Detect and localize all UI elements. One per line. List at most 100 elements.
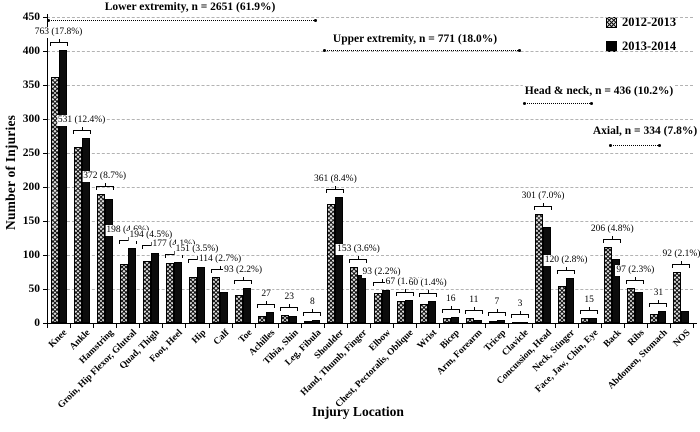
group-total-label-8: 93 (2.2%) xyxy=(223,265,264,276)
bar-2012-2013-12 xyxy=(327,204,336,323)
y-tick-label: 250 xyxy=(22,147,40,159)
y-tick-label: 450 xyxy=(22,11,40,23)
group-bracket-16 xyxy=(418,290,437,297)
bar-2013-2014-0 xyxy=(58,50,67,323)
bar-2013-2014-21 xyxy=(543,227,552,323)
group-total-label-12: 361 (8.4%) xyxy=(313,174,358,185)
group-total-label-26: 31 xyxy=(652,288,665,299)
y-axis-line xyxy=(47,14,48,324)
group-total-label-22: 120 (2.8%) xyxy=(543,255,589,266)
group-total-label-2: 372 (8.7%) xyxy=(82,171,128,182)
bar-2012-2013-20 xyxy=(511,322,520,324)
y-tick-mark xyxy=(43,51,47,52)
group-bracket-13 xyxy=(349,256,368,263)
bar-2013-2014-19 xyxy=(496,320,505,323)
bar-2013-2014-18 xyxy=(473,320,482,323)
x-category-label-24: Back xyxy=(601,328,624,350)
bar-2013-2014-3 xyxy=(127,248,136,323)
group-bracket-24 xyxy=(603,236,622,243)
x-tick-mark xyxy=(346,324,348,328)
bar-2012-2013-7 xyxy=(212,277,221,323)
bar-2013-2014-23 xyxy=(589,318,598,323)
bar-2013-2014-9 xyxy=(266,312,275,323)
region-label-1: Upper extremity, n = 771 (18.0%) xyxy=(330,33,500,46)
gridline-50 xyxy=(47,289,693,290)
x-tick-mark xyxy=(162,324,164,328)
bar-2012-2013-22 xyxy=(558,286,567,323)
group-bracket-17 xyxy=(441,306,460,313)
bar-2012-2013-27 xyxy=(673,272,682,323)
group-total-label-19: 7 xyxy=(493,297,501,308)
group-bracket-18 xyxy=(464,307,483,314)
x-tick-mark xyxy=(600,324,602,328)
y-tick-label: 0 xyxy=(34,317,40,329)
x-tick-mark xyxy=(139,324,141,328)
bar-2012-2013-2 xyxy=(96,194,105,323)
x-tick-mark xyxy=(254,324,256,328)
group-total-label-7: 114 (2.7%) xyxy=(197,254,243,265)
x-tick-mark xyxy=(669,324,671,328)
bar-2013-2014-27 xyxy=(681,311,690,323)
y-tick-mark xyxy=(43,255,47,256)
region-arrow-end-dot xyxy=(314,19,317,22)
gridline-250 xyxy=(47,153,693,154)
group-total-label-5: 177 (4.1%) xyxy=(151,239,197,250)
x-tick-mark xyxy=(231,324,233,328)
x-category-label-7: Calf xyxy=(211,328,232,348)
region-arrow-1 xyxy=(324,50,520,51)
bar-2013-2014-26 xyxy=(658,311,667,323)
bar-2012-2013-11 xyxy=(304,321,313,323)
group-total-label-20: 3 xyxy=(516,299,524,310)
bar-2012-2013-17 xyxy=(442,318,451,323)
y-tick-label: 200 xyxy=(22,181,40,193)
y-tick-label: 300 xyxy=(22,113,40,125)
x-tick-mark xyxy=(393,324,395,328)
bar-2012-2013-1 xyxy=(73,147,82,323)
bar-2013-2014-8 xyxy=(243,288,252,323)
y-tick-mark xyxy=(43,221,47,222)
group-total-label-1: 531 (12.4%) xyxy=(56,115,107,126)
x-tick-mark xyxy=(577,324,579,328)
group-bracket-22 xyxy=(557,267,576,274)
x-tick-mark xyxy=(623,324,625,328)
group-bracket-1 xyxy=(72,127,91,134)
region-arrow-end-dot xyxy=(518,49,521,52)
bar-2012-2013-26 xyxy=(650,314,659,323)
x-tick-mark xyxy=(462,324,464,328)
bar-2012-2013-19 xyxy=(488,321,497,323)
y-tick-mark xyxy=(43,289,47,290)
group-bracket-15 xyxy=(395,289,414,296)
bar-2013-2014-17 xyxy=(450,317,459,323)
group-total-label-25: 97 (2.3%) xyxy=(615,265,656,276)
group-total-label-21: 301 (7.0%) xyxy=(520,191,566,202)
hatched-swatch-icon xyxy=(606,17,617,28)
x-tick-mark xyxy=(300,324,302,328)
group-bracket-9 xyxy=(257,301,276,308)
bar-2012-2013-14 xyxy=(373,293,382,323)
group-bracket-26 xyxy=(649,300,668,307)
bar-2013-2014-6 xyxy=(196,267,205,323)
group-bracket-5 xyxy=(164,251,183,258)
x-tick-mark xyxy=(508,324,510,328)
region-label-2: Head & neck, n = 436 (10.2%) xyxy=(522,85,676,98)
x-category-label-27: NOS xyxy=(671,328,693,349)
bar-2012-2013-23 xyxy=(581,318,590,323)
group-bracket-25 xyxy=(626,277,645,284)
x-tick-mark xyxy=(646,324,648,328)
x-tick-mark xyxy=(531,324,533,328)
bar-2013-2014-11 xyxy=(312,320,321,323)
group-bracket-23 xyxy=(580,307,599,314)
x-axis-line xyxy=(47,323,697,324)
group-total-label-6: 151 (3.5%) xyxy=(174,244,220,255)
bar-2012-2013-3 xyxy=(119,264,128,323)
y-tick-label: 400 xyxy=(22,45,40,57)
bar-2013-2014-24 xyxy=(612,259,621,323)
group-total-label-23: 15 xyxy=(583,295,595,306)
bar-2012-2013-8 xyxy=(235,295,244,323)
x-category-label-16: Wrist xyxy=(415,328,439,352)
region-arrow-end-dot xyxy=(590,102,593,105)
y-tick-label: 150 xyxy=(22,215,40,227)
bar-2012-2013-21 xyxy=(535,214,544,323)
region-label-0: Lower extremity, n = 2651 (61.9%) xyxy=(102,1,278,14)
gridline-200 xyxy=(47,187,693,188)
